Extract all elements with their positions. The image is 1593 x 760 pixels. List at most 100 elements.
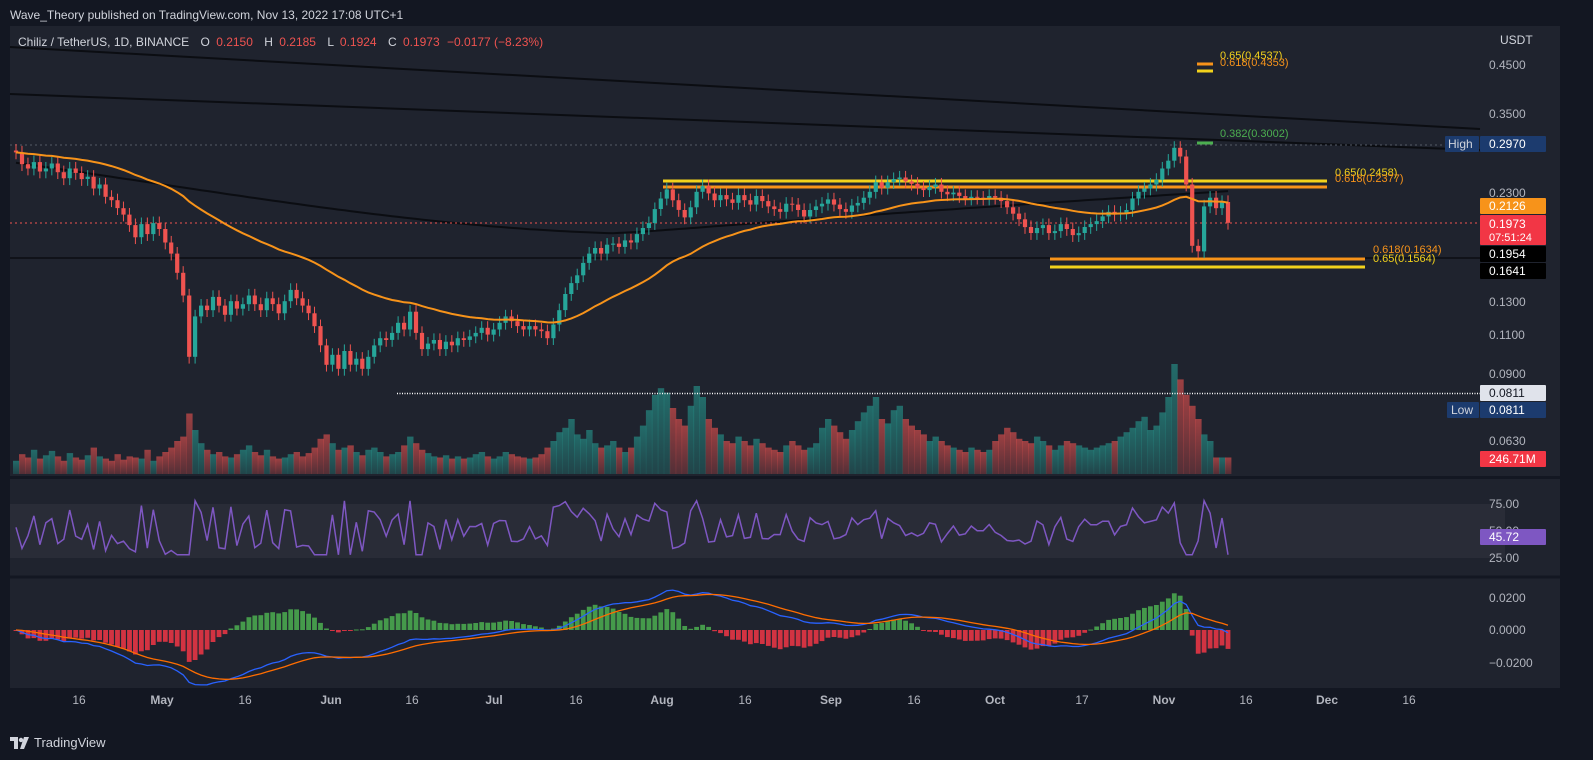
candle-body	[1028, 227, 1034, 233]
volume-bar	[723, 441, 730, 474]
volume-bar	[311, 447, 318, 474]
macd-histogram-bar	[873, 623, 879, 630]
volume-bar	[335, 449, 342, 474]
candle-body	[1011, 207, 1016, 214]
ma-long-price-tag-bg	[1480, 246, 1546, 262]
macd-histogram-bar	[389, 616, 395, 630]
volume-bar	[263, 449, 271, 474]
volume-bar	[120, 459, 127, 474]
candle-body	[1022, 219, 1028, 228]
volume-bar	[1189, 405, 1196, 474]
tradingview-logo[interactable]: TradingView	[10, 735, 106, 750]
volume-bar	[663, 392, 671, 474]
volume-bar	[36, 458, 44, 474]
low-line-tag: 0.0811	[1489, 386, 1525, 400]
candle-body	[790, 203, 795, 205]
volume-bar	[651, 394, 659, 474]
volume-bar	[1117, 436, 1124, 474]
candle-body	[569, 283, 574, 294]
volume-bar	[962, 452, 969, 474]
candle-body	[933, 184, 938, 187]
volume-bar	[986, 449, 993, 474]
candle-body	[19, 152, 25, 165]
macd-histogram-bar	[401, 613, 407, 630]
macd-histogram-bar	[294, 609, 299, 630]
time-tick: Dec	[1316, 693, 1338, 707]
macd-histogram-bar	[616, 611, 622, 630]
macd-line	[15, 589, 1229, 686]
volume-bar	[401, 445, 408, 474]
candle-body	[187, 295, 192, 357]
candle-body	[288, 289, 293, 302]
macd-histogram-bar	[150, 630, 156, 645]
candle-body	[843, 209, 848, 212]
candle-body	[616, 243, 622, 247]
level-price-tag: 0.1641	[1489, 264, 1526, 278]
candle-body	[712, 193, 717, 201]
candle-body	[867, 191, 872, 198]
change-value: −0.0177 (−8.23%)	[447, 35, 543, 49]
macd-histogram-bar	[610, 608, 616, 630]
volume-bar	[902, 419, 909, 474]
macd-histogram-bar	[145, 630, 150, 651]
volume-bar	[478, 452, 486, 474]
price-tick: 0.0630	[1489, 434, 1526, 448]
low-line-tag-bg	[1480, 385, 1546, 401]
macd-histogram-bar	[736, 630, 741, 640]
candle-body	[222, 305, 228, 315]
last-price-bg	[1480, 215, 1546, 245]
candle-body	[312, 313, 317, 327]
chart-canvas[interactable]: 0.65(0.4537)0.618(0.4353) 0.382(0.3002) 0.…	[0, 26, 1593, 726]
volume-bar	[538, 454, 545, 474]
macd-histogram-bar	[574, 613, 580, 630]
candle-body	[1160, 168, 1165, 180]
high-price-tag-bg	[1480, 136, 1546, 152]
candle-body	[1166, 160, 1171, 169]
candle-body	[975, 196, 980, 198]
candle-body	[557, 310, 562, 325]
macd-histogram-bar	[168, 630, 174, 643]
volume-bar	[359, 455, 366, 474]
low-tag-bg	[1447, 402, 1479, 418]
macd-histogram-bar	[992, 630, 998, 639]
candle-body	[611, 243, 616, 245]
volume-bar	[526, 458, 533, 474]
symbol-legend: Chiliz / TetherUS, 1D, BINANCE O 0.2150 …	[18, 35, 543, 49]
macd-histogram-bar	[348, 630, 353, 631]
candle-body	[1005, 201, 1010, 208]
candle-body	[246, 295, 251, 305]
candle-body	[724, 195, 729, 200]
candles	[13, 141, 1231, 376]
level-price-tag-bg	[1480, 263, 1546, 279]
macd-histogram-bar	[777, 630, 783, 650]
volume-bar	[448, 458, 456, 474]
volume-bar	[54, 456, 62, 474]
volume-bar	[269, 456, 277, 474]
macd-histogram-bar	[222, 630, 228, 635]
candle-body	[1088, 224, 1093, 228]
volume-bar	[245, 445, 253, 474]
open-label: O	[201, 35, 210, 49]
volume-bar	[872, 397, 880, 474]
volume-bar	[102, 458, 109, 474]
low-price-tag-bg	[1480, 402, 1546, 418]
candle-body	[849, 205, 854, 212]
volume-bar	[1153, 425, 1160, 474]
tradingview-icon	[10, 736, 29, 749]
volume-bar	[693, 386, 700, 474]
volume-bar	[1201, 434, 1208, 474]
volume-tag-bg	[1480, 451, 1546, 467]
volume-bar	[866, 405, 874, 474]
price-tick: 0.1100	[1489, 328, 1525, 342]
macd-histogram-bar	[425, 619, 431, 630]
candle-body	[97, 184, 102, 189]
price-tick: 0.3500	[1489, 107, 1526, 121]
macd-histogram-bar	[712, 630, 717, 632]
volume-bar	[514, 456, 521, 474]
macd-histogram-bar	[539, 627, 544, 630]
volume-bar	[1075, 445, 1083, 474]
candle-body	[539, 329, 544, 332]
candle-body	[861, 197, 866, 203]
main-pane[interactable]	[10, 26, 1560, 476]
